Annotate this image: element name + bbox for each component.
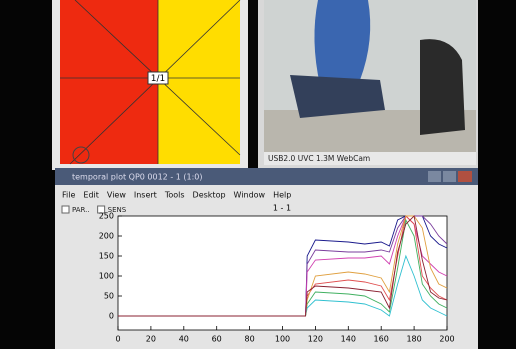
x-tick-label: 200: [439, 335, 454, 344]
menu-item[interactable]: File: [62, 191, 75, 200]
chart-title: 1 - 1: [273, 204, 291, 213]
direction-panel: 1/1: [52, 0, 248, 170]
maximize-button[interactable]: [443, 171, 456, 182]
y-tick-label: 250: [99, 212, 114, 221]
y-tick-label: 150: [99, 252, 114, 261]
y-tick-label: 100: [99, 272, 114, 281]
panel-label: 1/1: [151, 74, 165, 84]
screen-svg: 1/1 USB2.0 UVC 1.3M WebCam temporal plot…: [0, 0, 516, 349]
menu-item[interactable]: Window: [234, 191, 266, 200]
chair: [420, 39, 465, 135]
menu-item[interactable]: Insert: [134, 191, 157, 200]
x-tick-label: 20: [146, 335, 156, 344]
webcam-view: USB2.0 UVC 1.3M WebCam: [258, 0, 478, 170]
y-tick-label: 0: [109, 312, 114, 321]
yellow-half: [158, 0, 240, 164]
menu-item[interactable]: Tools: [164, 191, 185, 200]
webcam-caption: USB2.0 UVC 1.3M WebCam: [268, 154, 370, 163]
x-tick-label: 0: [115, 335, 120, 344]
menu-item[interactable]: Edit: [83, 191, 99, 200]
close-button[interactable]: [458, 171, 472, 182]
x-tick-label: 180: [406, 335, 421, 344]
x-tick-label: 120: [308, 335, 323, 344]
window-title: temporal plot QP0 0012 - 1 (1:0): [72, 173, 203, 182]
x-tick-label: 140: [341, 335, 356, 344]
red-half: [60, 0, 158, 164]
screen: 1/1 USB2.0 UVC 1.3M WebCam temporal plot…: [0, 0, 516, 349]
minimize-button[interactable]: [428, 171, 441, 182]
x-tick-label: 80: [245, 335, 255, 344]
x-tick-label: 100: [275, 335, 290, 344]
menu-item[interactable]: View: [107, 191, 126, 200]
y-tick-label: 200: [99, 232, 114, 241]
menu-item[interactable]: Help: [273, 191, 291, 200]
menu-item[interactable]: Desktop: [193, 191, 226, 200]
x-tick-label: 40: [179, 335, 189, 344]
checkbox[interactable]: [62, 206, 69, 213]
figure-window: temporal plot QP0 0012 - 1 (1:0) File Edi…: [55, 168, 478, 349]
x-tick-label: 160: [374, 335, 389, 344]
y-tick-label: 50: [104, 292, 114, 301]
x-tick-label: 60: [212, 335, 222, 344]
person-shirt: [314, 0, 370, 85]
menu-bar: File Edit View Insert Tools Desktop Window Help: [62, 191, 291, 200]
plot-area: [118, 216, 447, 330]
checkbox-label: PAR..: [72, 206, 90, 214]
